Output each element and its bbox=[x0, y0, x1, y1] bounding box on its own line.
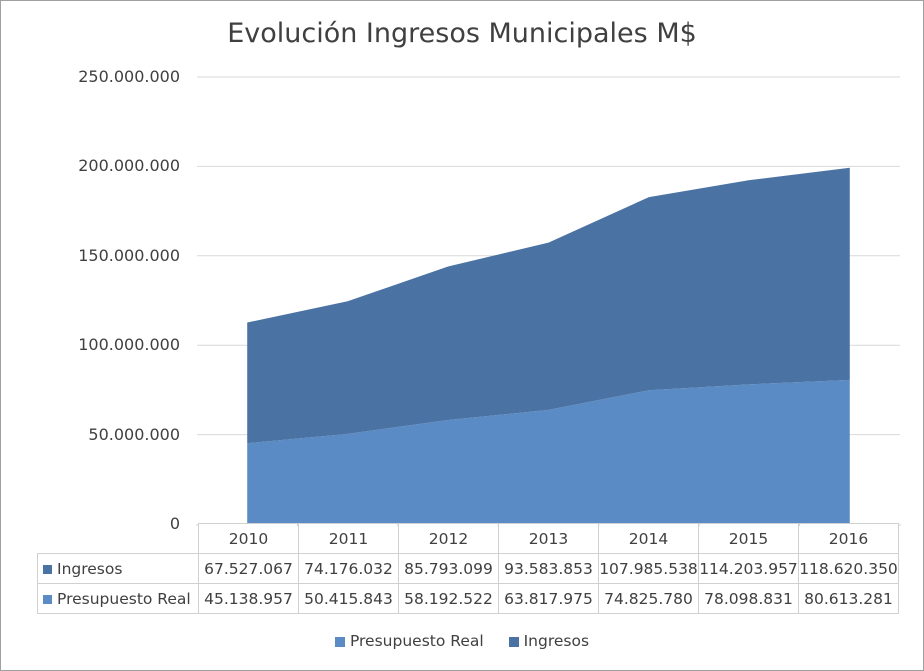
area-ingresos bbox=[247, 167, 850, 444]
data-label: 63.817.975 bbox=[498, 583, 599, 614]
data-table: 2010 2011 2012 2013 2014 2015 2016 Ingre… bbox=[37, 523, 899, 614]
x-tick-label: 2010 bbox=[198, 523, 299, 554]
data-label: 118.620.350 bbox=[798, 553, 899, 584]
area-presupuesto-real bbox=[247, 379, 850, 524]
x-tick-label: 2015 bbox=[698, 523, 799, 554]
data-label: 107.985.538 bbox=[598, 553, 699, 584]
presupuesto-swatch-icon bbox=[43, 594, 52, 604]
x-tick-label: 2013 bbox=[498, 523, 599, 554]
data-label: 45.138.957 bbox=[198, 583, 299, 614]
row-label-presupuesto: Presupuesto Real bbox=[57, 589, 191, 608]
y-tick-label: 150.000.000 bbox=[78, 245, 180, 265]
x-tick-label: 2012 bbox=[398, 523, 499, 554]
legend-label: Presupuesto Real bbox=[349, 632, 484, 650]
legend-item-ingresos: Ingresos bbox=[508, 632, 590, 650]
table-row-label: Ingresos bbox=[37, 553, 199, 584]
data-label: 85.793.099 bbox=[398, 553, 499, 584]
y-tick-label: 100.000.000 bbox=[78, 335, 180, 355]
x-tick-label: 2016 bbox=[798, 523, 899, 554]
legend: Presupuesto Real Ingresos bbox=[0, 632, 924, 650]
y-tick-label: 0 bbox=[169, 514, 180, 533]
data-label: 114.203.957 bbox=[698, 553, 799, 584]
table-row-presupuesto-real: Presupuesto Real 45.138.957 50.415.843 5… bbox=[37, 583, 899, 614]
x-tick-label: 2011 bbox=[298, 523, 399, 554]
data-label: 67.527.067 bbox=[198, 553, 299, 584]
ingresos-swatch-icon bbox=[43, 564, 52, 574]
table-row-ingresos: Ingresos 67.527.067 74.176.032 85.793.09… bbox=[37, 553, 899, 584]
legend-presupuesto-swatch-icon bbox=[334, 636, 345, 647]
legend-item-presupuesto: Presupuesto Real bbox=[334, 632, 484, 650]
legend-label: Ingresos bbox=[523, 632, 590, 650]
legend-ingresos-swatch-icon bbox=[508, 636, 519, 647]
y-tick-label: 250.000.000 bbox=[78, 67, 180, 86]
data-label: 74.825.780 bbox=[598, 583, 699, 614]
row-label-ingresos: Ingresos bbox=[57, 559, 123, 578]
table-corner bbox=[38, 524, 199, 554]
data-label: 80.613.281 bbox=[798, 583, 899, 614]
data-label: 93.583.853 bbox=[498, 553, 599, 584]
table-row-label: Presupuesto Real bbox=[37, 583, 199, 614]
chart-title: Evolución Ingresos Municipales M$ bbox=[227, 18, 697, 49]
data-label: 74.176.032 bbox=[298, 553, 399, 584]
data-label: 78.098.831 bbox=[698, 583, 799, 614]
table-header-row: 2010 2011 2012 2013 2014 2015 2016 bbox=[38, 523, 899, 554]
data-label: 50.415.843 bbox=[298, 583, 399, 614]
x-tick-label: 2014 bbox=[598, 523, 699, 554]
data-label: 58.192.522 bbox=[398, 583, 499, 614]
y-tick-label: 200.000.000 bbox=[78, 156, 180, 176]
y-tick-label: 50.000.000 bbox=[88, 424, 180, 444]
